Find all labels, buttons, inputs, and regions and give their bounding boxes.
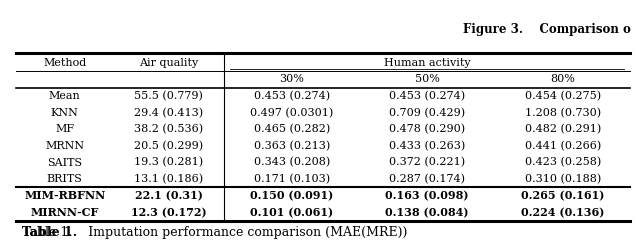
Text: 0.423 (0.258): 0.423 (0.258) xyxy=(525,157,601,168)
Text: 0.138 (0.084): 0.138 (0.084) xyxy=(385,207,469,218)
Text: Method: Method xyxy=(44,58,86,68)
Text: 0.433 (0.263): 0.433 (0.263) xyxy=(389,141,465,151)
Text: Mean: Mean xyxy=(49,91,81,101)
Text: 0.343 (0.208): 0.343 (0.208) xyxy=(253,157,330,168)
Text: 0.453 (0.274): 0.453 (0.274) xyxy=(389,91,465,101)
Text: 0.482 (0.291): 0.482 (0.291) xyxy=(525,124,601,134)
Text: MIRNN-CF: MIRNN-CF xyxy=(31,207,99,218)
Text: 0.372 (0.221): 0.372 (0.221) xyxy=(389,157,465,168)
Text: 29.4 (0.413): 29.4 (0.413) xyxy=(134,108,204,118)
Text: 80%: 80% xyxy=(550,74,575,85)
Text: 0.224 (0.136): 0.224 (0.136) xyxy=(521,207,604,218)
Text: 19.3 (0.281): 19.3 (0.281) xyxy=(134,157,204,168)
Text: BRITS: BRITS xyxy=(47,174,83,184)
Text: 0.453 (0.274): 0.453 (0.274) xyxy=(253,91,330,101)
Text: 0.465 (0.282): 0.465 (0.282) xyxy=(253,124,330,134)
Text: Table 1.: Table 1. xyxy=(22,226,77,239)
Text: 0.310 (0.188): 0.310 (0.188) xyxy=(525,174,601,184)
Text: 0.287 (0.174): 0.287 (0.174) xyxy=(389,174,465,184)
Text: 20.5 (0.299): 20.5 (0.299) xyxy=(134,141,204,151)
Text: Air quality: Air quality xyxy=(139,58,198,68)
Text: 0.363 (0.213): 0.363 (0.213) xyxy=(253,141,330,151)
Text: 1.208 (0.730): 1.208 (0.730) xyxy=(525,108,601,118)
Text: 0.163 (0.098): 0.163 (0.098) xyxy=(385,190,469,201)
Text: 0.478 (0.290): 0.478 (0.290) xyxy=(389,124,465,134)
Text: MRNN: MRNN xyxy=(45,141,84,151)
Text: 38.2 (0.536): 38.2 (0.536) xyxy=(134,124,204,134)
Text: 0.101 (0.061): 0.101 (0.061) xyxy=(250,207,333,218)
Text: 0.454 (0.275): 0.454 (0.275) xyxy=(525,91,601,101)
Text: 55.5 (0.779): 55.5 (0.779) xyxy=(134,91,204,101)
Text: 0.171 (0.103): 0.171 (0.103) xyxy=(253,174,330,184)
Text: 50%: 50% xyxy=(415,74,440,85)
Text: 22.1 (0.31): 22.1 (0.31) xyxy=(135,190,203,201)
Text: MIM-RBFNN: MIM-RBFNN xyxy=(24,190,106,201)
Text: 0.497 (0.0301): 0.497 (0.0301) xyxy=(250,108,333,118)
Text: Table 1.    Imputation performance comparison (MAE(MRE)): Table 1. Imputation performance comparis… xyxy=(22,226,408,239)
Text: 0.709 (0.429): 0.709 (0.429) xyxy=(389,108,465,118)
Text: 0.441 (0.266): 0.441 (0.266) xyxy=(525,141,601,151)
Text: 0.150 (0.091): 0.150 (0.091) xyxy=(250,190,333,201)
Text: 12.3 (0.172): 12.3 (0.172) xyxy=(131,207,207,218)
Text: SAITS: SAITS xyxy=(47,157,83,168)
Text: Human activity: Human activity xyxy=(384,58,470,68)
Text: 0.265 (0.161): 0.265 (0.161) xyxy=(521,190,604,201)
Text: 13.1 (0.186): 13.1 (0.186) xyxy=(134,174,204,184)
Text: MF: MF xyxy=(55,124,74,134)
Text: Figure 3.    Comparison o: Figure 3. Comparison o xyxy=(463,23,630,36)
Text: 30%: 30% xyxy=(279,74,304,85)
Text: KNN: KNN xyxy=(51,108,79,118)
